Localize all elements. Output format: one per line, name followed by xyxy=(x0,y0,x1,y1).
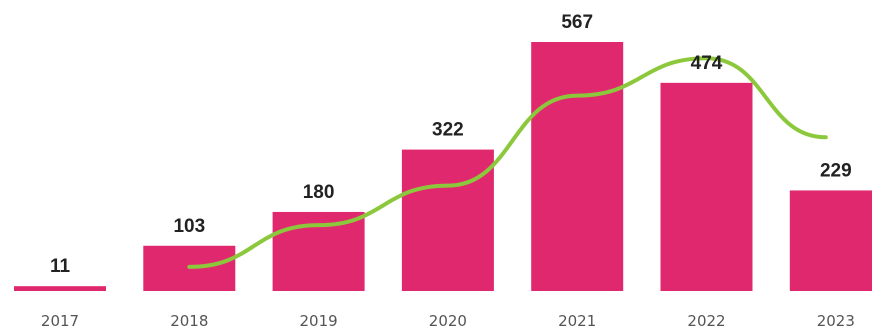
x-tick-2019: 2019 xyxy=(300,312,338,330)
x-tick-2020: 2020 xyxy=(429,312,467,330)
bar-2022 xyxy=(660,82,753,291)
x-tick-2023: 2023 xyxy=(817,312,855,330)
bar-2021 xyxy=(531,42,624,291)
data-label-2018: 103 xyxy=(173,216,205,237)
data-label-2017: 11 xyxy=(50,256,71,277)
data-label-2022: 474 xyxy=(691,53,723,74)
bar-2023 xyxy=(789,190,872,291)
data-label-2023: 229 xyxy=(820,160,852,181)
trend-line-group xyxy=(187,56,828,269)
x-tick-2017: 2017 xyxy=(41,312,79,330)
x-tick-2021: 2021 xyxy=(558,312,596,330)
data-labels-group: 11 103 180 322 567 474 229 xyxy=(50,12,852,277)
bar-2017 xyxy=(14,286,106,291)
x-tick-2022: 2022 xyxy=(687,312,725,330)
trend-line xyxy=(187,56,828,269)
x-axis-ticks: 2017 2018 2019 2020 2021 2022 2023 xyxy=(41,312,855,330)
bars-group xyxy=(14,42,872,291)
x-tick-2018: 2018 xyxy=(170,312,208,330)
bar-2020 xyxy=(401,149,494,291)
data-label-2019: 180 xyxy=(303,182,335,203)
data-label-2021: 567 xyxy=(561,12,593,33)
data-label-2020: 322 xyxy=(432,120,464,141)
